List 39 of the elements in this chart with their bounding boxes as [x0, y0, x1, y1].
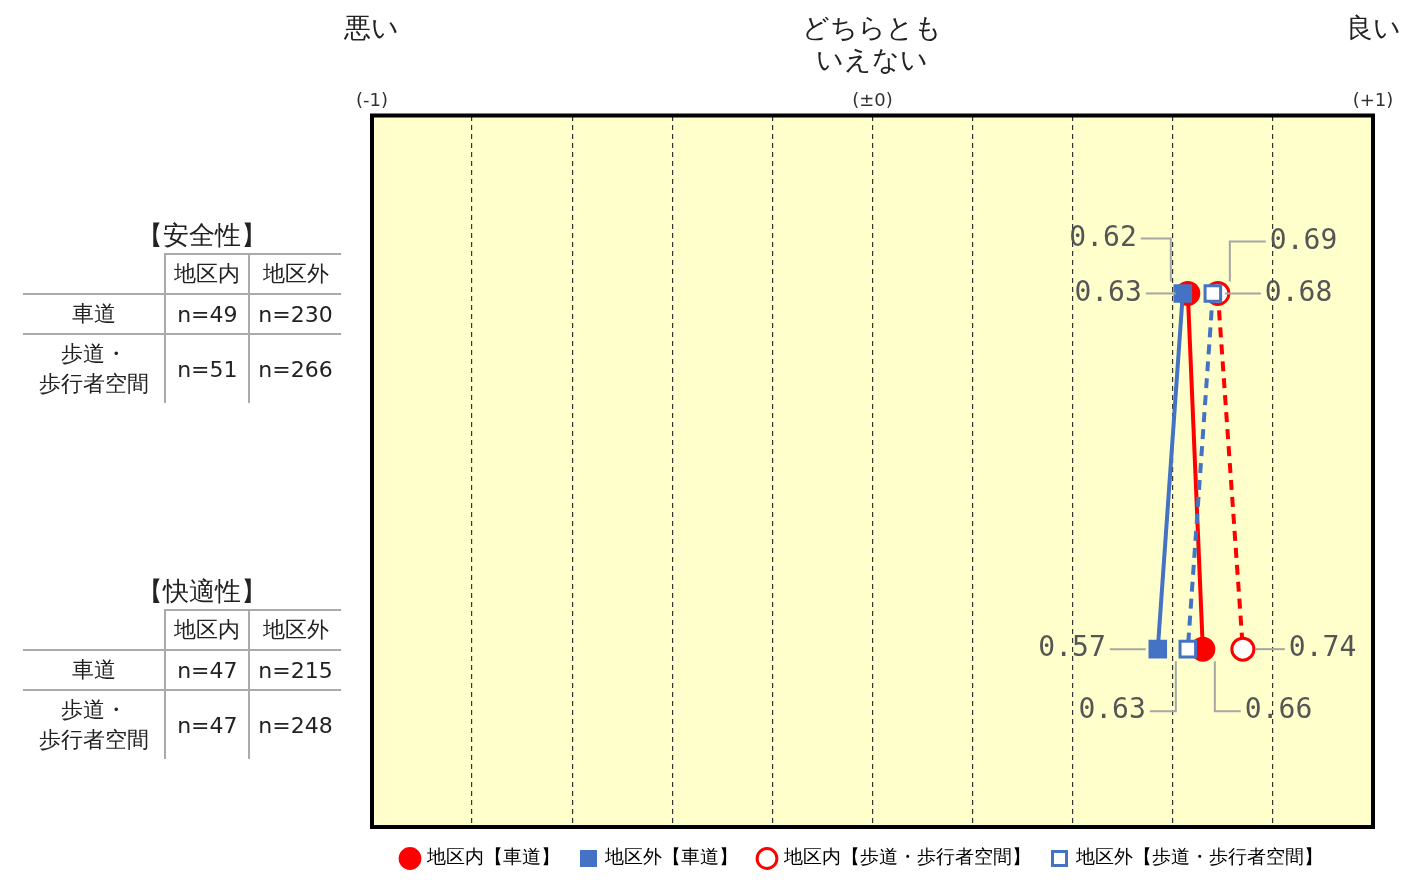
text: n=266 — [249, 334, 341, 404]
text: 地区外 — [249, 610, 341, 651]
text: 歩道・歩行者空間 — [37, 340, 150, 399]
point — [1230, 636, 1256, 662]
data-label: 0.62 — [1069, 219, 1137, 253]
text: 良い — [1345, 12, 1401, 44]
data-label: 0.63 — [1074, 274, 1142, 308]
legend-label: 地区内【車道】 — [425, 845, 560, 868]
y-tick-label: 【快適性】 — [136, 575, 268, 609]
data-label: 0.66 — [1244, 692, 1313, 726]
x-tick-label: (±0) — [852, 89, 893, 111]
text: 歩道・歩行者空間 — [37, 696, 150, 755]
text: 地区内 — [165, 610, 250, 651]
text: n=248 — [249, 690, 341, 760]
data-label: 0.69 — [1269, 222, 1338, 256]
text: 地区外 — [249, 254, 341, 295]
text: n=51 — [165, 334, 250, 404]
point — [1178, 639, 1198, 659]
data-label: 0.63 — [1078, 692, 1146, 726]
data-label: 0.68 — [1264, 274, 1333, 308]
text: n=47 — [165, 690, 250, 760]
data-label: 0.74 — [1288, 630, 1357, 664]
text: どちらともいえない — [802, 12, 943, 76]
text: n=230 — [249, 294, 341, 335]
legend-label: 地区内【歩道・歩行者空間】 — [782, 845, 1031, 868]
data-label: 0.57 — [1038, 630, 1106, 664]
y-tick-label: 【安全性】 — [136, 219, 268, 253]
text: 地区内 — [165, 254, 250, 295]
text: n=215 — [249, 650, 341, 691]
x-tick-label: (-1) — [356, 89, 388, 111]
text: n=47 — [165, 650, 250, 691]
x-tick-label: (+1) — [1352, 89, 1394, 111]
text: 悪い — [344, 12, 400, 44]
text: n=49 — [165, 294, 250, 335]
legend-label: 地区外【歩道・歩行者空間】 — [1075, 845, 1323, 868]
point — [1148, 639, 1168, 659]
legend-label: 地区外【車道】 — [604, 845, 738, 868]
text: 車道 — [23, 650, 166, 691]
text: 車道 — [23, 294, 166, 335]
